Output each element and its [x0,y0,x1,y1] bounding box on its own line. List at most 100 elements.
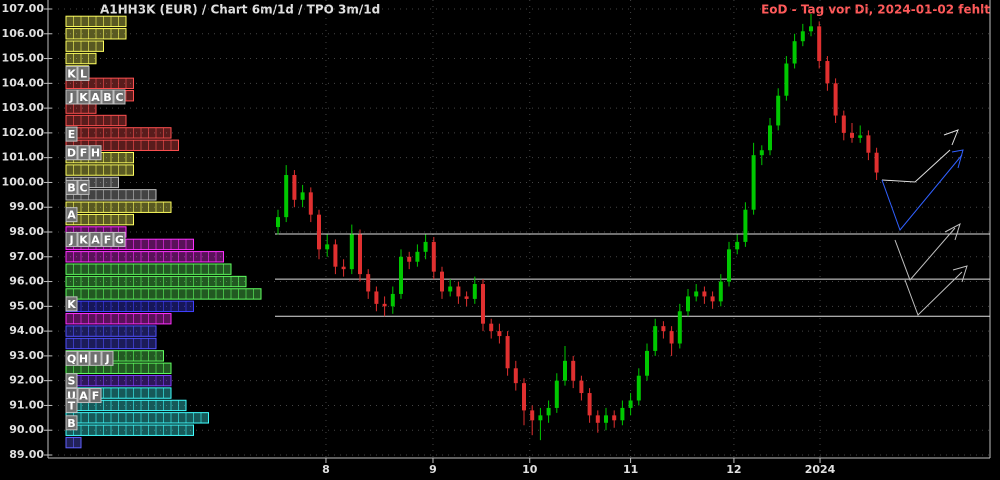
candle-body [620,407,625,421]
x-tick-label: 2024 [805,463,836,476]
candle-body [579,380,584,394]
projection-line [894,227,956,281]
tpo-letter-box [65,65,78,81]
tpo-letter-box [65,397,78,413]
candle-body [866,135,871,153]
candle-body [276,217,280,228]
tpo-letter: L [80,67,87,80]
tpo-letter: K [67,298,76,311]
tpo-letter: A [79,390,88,403]
y-tick-label: 103.00 [2,101,45,114]
tpo-letter-box [65,126,78,142]
y-tick-label: 95.00 [9,299,44,312]
candle-body [431,241,436,272]
candle-body [333,244,338,267]
candle-body [390,293,395,307]
tpo-letter-box [65,207,78,223]
candle-body [710,296,715,302]
candle-body [546,407,551,416]
candle-body [628,400,633,408]
plot: 89.00 90.00 91.00 92.00 93.00 94.00 95.00 96.00… [2,0,990,476]
tpo-letter-box [77,350,90,366]
candle-body [366,274,371,292]
candle-body [850,132,854,138]
tpo-letter: Q [67,352,76,365]
tpo-letter-box [65,145,78,161]
tpo-letter: C [115,91,123,104]
y-tick-label: 94.00 [9,324,44,337]
tpo-letter-box [113,89,126,105]
tpo-row [65,251,224,263]
candle-body [399,256,403,294]
tpo-letter: S [68,375,76,388]
candle-body [489,323,494,332]
projection-arrow [952,265,968,283]
candle-body [661,326,666,332]
tpo-row [65,424,194,436]
tpo-letter-box [101,231,114,247]
candle-body [776,95,781,126]
candle-body [464,296,469,299]
tpo-letter: B [103,91,111,104]
tpo-letter: I [93,352,97,365]
tpo-letter-box [89,350,102,366]
candle-body [694,291,699,297]
tpo-letter-box [65,179,78,195]
candle-body [374,291,379,304]
candle-body [423,241,428,252]
tpo-letter-box [77,145,90,161]
y-tick-label: 102.00 [2,126,45,139]
tpo-letter-box [65,373,78,389]
tpo-letter: B [67,417,75,430]
candle-body [382,303,387,307]
y-tick-label: 93.00 [9,349,44,362]
candle-body [513,368,518,384]
y-tick-label: 96.00 [9,275,44,288]
candle-body [743,209,748,242]
candle-body [645,350,649,376]
y-tick-label: 101.00 [2,151,45,164]
projection-line [881,149,951,183]
tpo-letter: A [91,91,100,104]
candle-body [800,31,805,42]
tpo-row [65,412,209,424]
tpo-letter-box [77,231,90,247]
candle-body [538,415,543,421]
tpo-letter-box [113,231,126,247]
tpo-letter-box [65,296,78,312]
tpo-letter: J [68,233,73,246]
tpo-row [65,300,194,313]
tpo-row [65,77,134,90]
candle-body [440,271,444,292]
tpo-letter: K [79,233,88,246]
candle-body [530,410,535,421]
tpo-letter-box [89,89,102,105]
y-tick-label: 92.00 [9,374,44,387]
candle-body [735,241,740,250]
candle-body [497,331,502,337]
tpo-letter: J [104,352,109,365]
candle-body [759,150,764,156]
tpo-letter: K [79,91,88,104]
candle-body [858,135,863,138]
tpo-row [65,164,134,176]
tpo-letter-box [77,179,90,195]
candle-body [604,415,608,423]
x-tick-label: 10 [522,463,538,476]
tpo-letter: D [67,147,76,160]
tpo-letter-box [65,415,78,431]
projection-arrow [943,129,959,146]
tpo-row [65,40,104,52]
candle-body [841,115,846,133]
tpo-letter-box [77,388,90,404]
tpo-letter: F [104,233,112,246]
tpo-letter-box [77,89,90,105]
tpo-letter: A [91,233,100,246]
y-tick-label: 105.00 [2,52,45,65]
projection-arrow [951,149,964,169]
x-tick-label: 11 [623,463,638,476]
tpo-letter-box [89,388,102,404]
candle-body [686,296,690,312]
candle-body [341,266,346,270]
